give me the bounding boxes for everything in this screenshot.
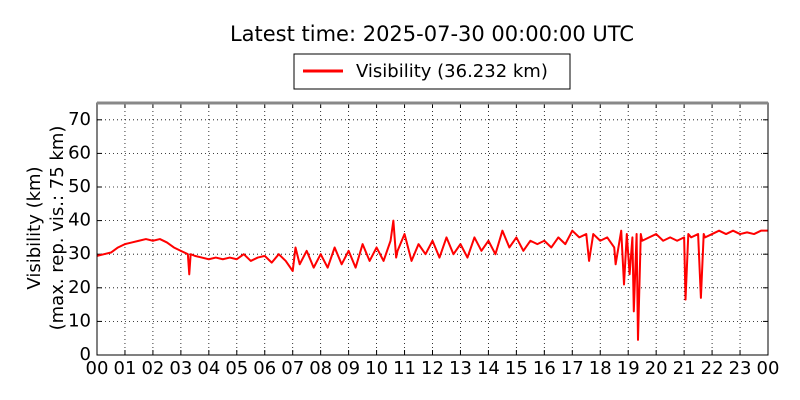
x-tick-label: 21 xyxy=(673,358,696,379)
x-tick-label: 18 xyxy=(589,358,612,379)
x-tick-label: 15 xyxy=(505,358,528,379)
x-tick-label: 22 xyxy=(701,358,724,379)
x-tick-label: 02 xyxy=(141,358,164,379)
x-tick-label: 14 xyxy=(477,358,500,379)
y-tick-label: 20 xyxy=(68,277,91,298)
x-tick-label: 12 xyxy=(421,358,444,379)
x-tick-label: 13 xyxy=(449,358,472,379)
x-tick-label: 06 xyxy=(253,358,276,379)
x-tick-label: 08 xyxy=(309,358,332,379)
x-tick-label: 09 xyxy=(337,358,360,379)
x-tick-label: 16 xyxy=(533,358,556,379)
data-line xyxy=(96,219,768,341)
x-tick-label: 17 xyxy=(561,358,584,379)
y-axis-label: (max. rep. vis.: 75 km) xyxy=(47,126,68,331)
x-tick-label: 03 xyxy=(169,358,192,379)
y-tick-label: 10 xyxy=(68,310,91,331)
x-tick-label: 00 xyxy=(757,358,780,379)
y-tick-label: 0 xyxy=(80,344,91,365)
x-tick-label: 19 xyxy=(617,358,640,379)
x-tick-label: 11 xyxy=(393,358,416,379)
chart-title: Latest time: 2025-07-30 00:00:00 UTC xyxy=(230,22,634,46)
y-tick-label: 40 xyxy=(68,210,91,231)
legend-label: Visibility (36.232 km) xyxy=(356,61,548,82)
x-tick-label: 10 xyxy=(365,358,388,379)
x-tick-label: 07 xyxy=(281,358,304,379)
y-tick-label: 50 xyxy=(68,176,91,197)
y-axis-label: Visibility (km) xyxy=(24,166,45,289)
x-tick-label: 05 xyxy=(225,358,248,379)
x-tick-label: 04 xyxy=(197,358,220,379)
x-tick-label: 23 xyxy=(729,358,752,379)
x-tick-label: 01 xyxy=(114,358,137,379)
y-tick-label: 60 xyxy=(68,142,91,163)
x-tick-label: 20 xyxy=(645,358,668,379)
y-tick-label: 30 xyxy=(68,243,91,264)
x-tick-label: 00 xyxy=(86,358,109,379)
y-tick-label: 70 xyxy=(68,109,91,130)
